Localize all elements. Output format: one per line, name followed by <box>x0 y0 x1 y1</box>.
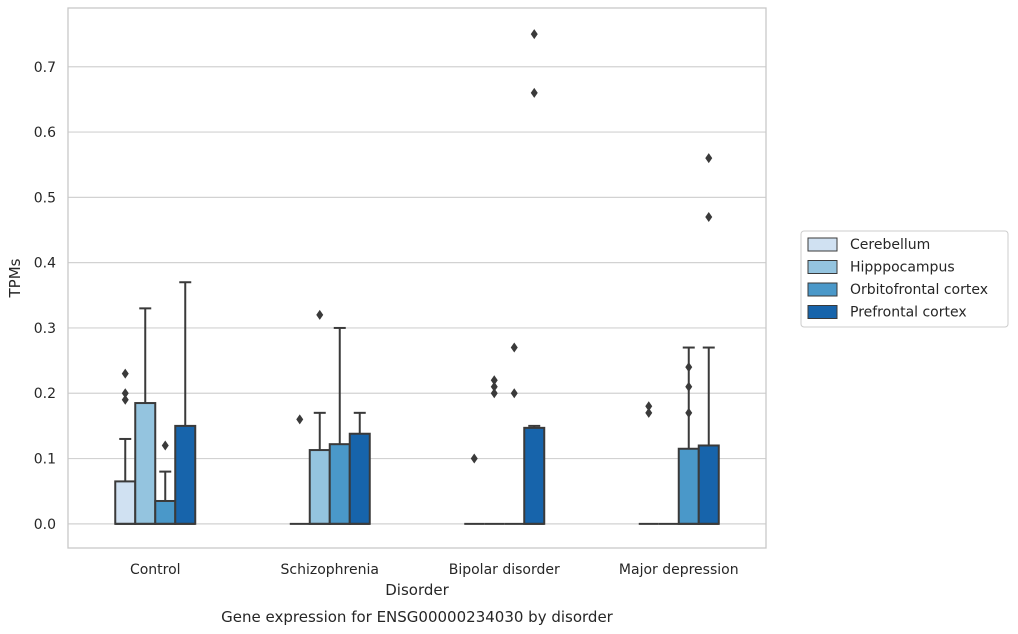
y-tick-label: 0.6 <box>34 125 56 141</box>
outlier-point <box>705 211 713 222</box>
box <box>328 443 351 525</box>
outlier-point <box>121 368 129 379</box>
box-group <box>114 368 137 525</box>
legend-items: Cerebellum Hipppocampus Orbitofrontal cort… <box>807 237 988 321</box>
box-group <box>134 307 157 525</box>
x-axis-label: Disorder <box>385 581 449 599</box>
y-tick-label: 0.0 <box>34 517 56 533</box>
legend-item: Hipppocampus <box>807 260 955 276</box>
box <box>114 480 137 525</box>
outlier-point <box>510 342 518 353</box>
x-tick-label: Schizophrenia <box>281 562 379 578</box>
y-tick-label: 0.4 <box>34 256 56 272</box>
legend-label: Prefrontal cortex <box>850 305 967 321</box>
box <box>348 432 371 525</box>
outlier-point <box>470 453 478 464</box>
box-group <box>504 342 525 525</box>
box-group <box>677 346 700 525</box>
box <box>154 499 177 525</box>
box <box>134 402 157 525</box>
y-axis-ticks: 0.0 0.1 0.2 0.3 0.4 0.5 0.6 0.7 <box>34 60 56 533</box>
legend-label: Orbitofrontal cortex <box>850 282 988 298</box>
box-group <box>289 414 310 525</box>
legend-swatch <box>807 260 838 274</box>
outlier-point <box>685 362 693 373</box>
outlier-point <box>645 401 653 412</box>
box-group <box>328 326 351 525</box>
legend-frame <box>800 230 1009 328</box>
box <box>308 449 331 525</box>
box-group <box>638 401 659 525</box>
box-group <box>308 309 331 525</box>
outlier-point <box>121 388 129 399</box>
x-tick-label: Control <box>130 562 181 578</box>
box-group <box>174 281 197 525</box>
box <box>174 424 197 525</box>
legend-label: Hipppocampus <box>850 260 955 276</box>
outlier-point <box>121 394 129 405</box>
y-tick-label: 0.3 <box>34 321 56 337</box>
legend-swatch <box>807 282 838 297</box>
x-tick-label: Major depression <box>619 562 739 578</box>
y-tick-label: 0.7 <box>34 60 56 76</box>
y-tick-label: 0.5 <box>34 190 56 206</box>
plot-frame <box>67 7 767 549</box>
outlier-point <box>316 309 324 320</box>
box <box>523 426 546 525</box>
outlier-point <box>530 29 538 40</box>
box-group <box>484 375 505 525</box>
box <box>697 444 720 525</box>
y-axis-label: TPMs <box>6 258 24 298</box>
legend-item: Cerebellum <box>807 237 930 253</box>
chart-caption: Gene expression for ENSG00000234030 by d… <box>221 608 614 626</box>
legend-label: Cerebellum <box>850 237 930 253</box>
outlier-point <box>490 381 498 392</box>
outlier-point <box>685 381 693 392</box>
y-tick-label: 0.2 <box>34 386 56 402</box>
outlier-point <box>530 87 538 98</box>
box-group <box>348 411 371 525</box>
x-tick-label: Bipolar disorder <box>449 562 560 578</box>
legend-item: Prefrontal cortex <box>807 305 967 321</box>
outlier-point <box>510 388 518 399</box>
box-group <box>697 153 720 525</box>
legend: Cerebellum Hipppocampus Orbitofrontal cort… <box>800 230 1009 328</box>
outlier-point <box>645 407 653 418</box>
legend-item: Orbitofrontal cortex <box>807 282 988 298</box>
outlier-point <box>490 375 498 386</box>
box-group <box>523 29 546 525</box>
grid-lines <box>68 66 766 525</box>
outlier-point <box>685 407 693 418</box>
box <box>677 447 700 525</box>
legend-swatch <box>807 237 838 252</box>
outlier-point <box>161 440 169 451</box>
box-group <box>154 440 177 525</box>
x-axis-ticks: Control Schizophrenia Bipolar disorder Majo… <box>130 562 739 578</box>
outlier-point <box>490 388 498 399</box>
outlier-point <box>705 153 713 164</box>
legend-swatch <box>807 305 838 319</box>
outlier-point <box>296 414 304 425</box>
boxes <box>114 29 720 525</box>
box-group <box>464 453 485 525</box>
y-tick-label: 0.1 <box>34 452 56 468</box>
